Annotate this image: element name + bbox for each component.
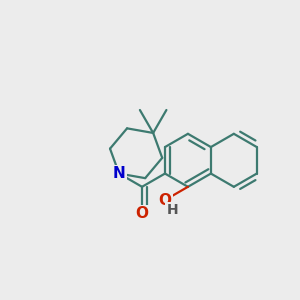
Text: H: H [167, 203, 178, 218]
Text: O: O [136, 206, 148, 221]
Text: N: N [113, 166, 125, 181]
Text: O: O [158, 193, 172, 208]
